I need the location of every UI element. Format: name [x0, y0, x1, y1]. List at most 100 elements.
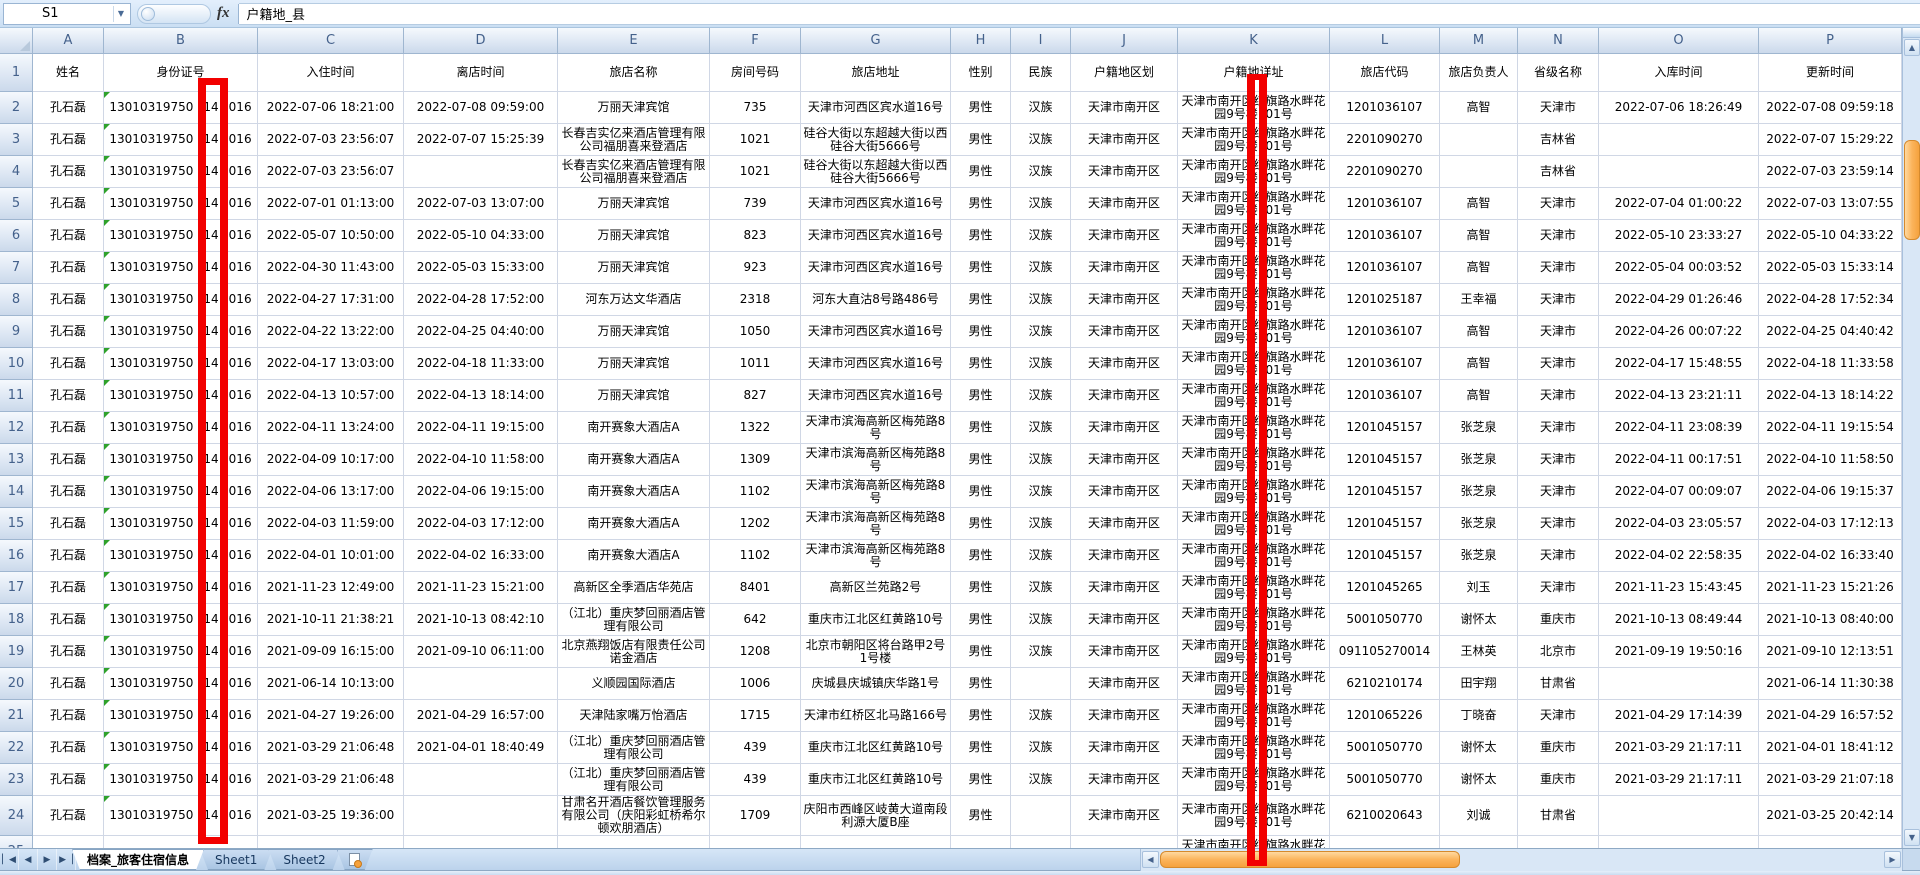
cell-C12[interactable]: 2022-04-11 13:24:00 [258, 412, 404, 444]
cell-M19[interactable]: 王林英 [1440, 636, 1518, 668]
cell-A20[interactable]: 孔石磊 [33, 668, 104, 700]
cell-C15[interactable]: 2022-04-03 11:59:00 [258, 508, 404, 540]
cell-A21[interactable]: 孔石磊 [33, 700, 104, 732]
column-header-K[interactable]: K [1178, 28, 1330, 54]
column-header-J[interactable]: J [1071, 28, 1178, 54]
column-header-H[interactable]: H [951, 28, 1011, 54]
cell-N19[interactable]: 北京市 [1518, 636, 1599, 668]
cell-J3[interactable]: 天津市南开区 [1071, 124, 1178, 156]
cell-A16[interactable]: 孔石磊 [33, 540, 104, 572]
tab-nav-last-icon[interactable]: ▶▕ [57, 849, 76, 870]
cell-D5[interactable]: 2022-07-03 13:07:00 [404, 188, 558, 220]
cell-I3[interactable]: 汉族 [1011, 124, 1071, 156]
cell-P2[interactable]: 2022-07-08 09:59:18 [1759, 92, 1902, 124]
cell-N3[interactable]: 吉林省 [1518, 124, 1599, 156]
cell-D10[interactable]: 2022-04-18 11:33:00 [404, 348, 558, 380]
cell-M2[interactable]: 高智 [1440, 92, 1518, 124]
cell-C7[interactable]: 2022-04-30 11:43:00 [258, 252, 404, 284]
cell-I5[interactable]: 汉族 [1011, 188, 1071, 220]
cell-I10[interactable]: 汉族 [1011, 348, 1071, 380]
cell-L14[interactable]: 1201045157 [1330, 476, 1440, 508]
cell-O14[interactable]: 2022-04-07 00:09:07 [1599, 476, 1759, 508]
cell-C24[interactable]: 2021-03-25 19:36:00 [258, 796, 404, 836]
cell-I1[interactable]: 民族 [1011, 54, 1071, 92]
column-header-B[interactable]: B [104, 28, 258, 54]
cell-P9[interactable]: 2022-04-25 04:40:42 [1759, 316, 1902, 348]
cell-E22[interactable]: （江北）重庆梦回丽酒店管理有限公司 [558, 732, 710, 764]
column-header-D[interactable]: D [404, 28, 558, 54]
cell-H3[interactable]: 男性 [951, 124, 1011, 156]
cell-E9[interactable]: 万丽天津宾馆 [558, 316, 710, 348]
row-header-19[interactable]: 19 [0, 636, 33, 668]
cell-L21[interactable]: 1201065226 [1330, 700, 1440, 732]
column-header-G[interactable]: G [801, 28, 951, 54]
cell-M14[interactable]: 张芝泉 [1440, 476, 1518, 508]
cell-A24[interactable]: 孔石磊 [33, 796, 104, 836]
cell-C18[interactable]: 2021-10-11 21:38:21 [258, 604, 404, 636]
cell-N21[interactable]: 天津市 [1518, 700, 1599, 732]
cell-N9[interactable]: 天津市 [1518, 316, 1599, 348]
cell-D21[interactable]: 2021-04-29 16:57:00 [404, 700, 558, 732]
cell-B4[interactable]: 13010319750 14 016 [104, 156, 258, 188]
cell-H4[interactable]: 男性 [951, 156, 1011, 188]
cell-F11[interactable]: 827 [710, 380, 801, 412]
cell-B12[interactable]: 13010319750 14 016 [104, 412, 258, 444]
cell-F24[interactable]: 1709 [710, 796, 801, 836]
cell-G5[interactable]: 天津市河西区宾水道16号 [801, 188, 951, 220]
cell-G11[interactable]: 天津市河西区宾水道16号 [801, 380, 951, 412]
cell-O21[interactable]: 2021-04-29 17:14:39 [1599, 700, 1759, 732]
cell-A1[interactable]: 姓名 [33, 54, 104, 92]
cell-L19[interactable]: 091105270014 [1330, 636, 1440, 668]
column-header-F[interactable]: F [710, 28, 801, 54]
row-header-21[interactable]: 21 [0, 700, 33, 732]
cell-L11[interactable]: 1201036107 [1330, 380, 1440, 412]
horizontal-scrollbar[interactable]: ◀ ▶ [1140, 849, 1902, 871]
cell-N1[interactable]: 省级名称 [1518, 54, 1599, 92]
cell-G17[interactable]: 高新区兰苑路2号 [801, 572, 951, 604]
cell-E20[interactable]: 义顺园国际酒店 [558, 668, 710, 700]
row-header-3[interactable]: 3 [0, 124, 33, 156]
cell-N5[interactable]: 天津市 [1518, 188, 1599, 220]
cell-O17[interactable]: 2021-11-23 15:43:45 [1599, 572, 1759, 604]
column-header-I[interactable]: I [1011, 28, 1071, 54]
cell-I15[interactable]: 汉族 [1011, 508, 1071, 540]
cell-D15[interactable]: 2022-04-03 17:12:00 [404, 508, 558, 540]
cell-N18[interactable]: 重庆市 [1518, 604, 1599, 636]
cell-J4[interactable]: 天津市南开区 [1071, 156, 1178, 188]
cell-A8[interactable]: 孔石磊 [33, 284, 104, 316]
cell-M3[interactable] [1440, 124, 1518, 156]
cell-J1[interactable]: 户籍地区划 [1071, 54, 1178, 92]
cell-M7[interactable]: 高智 [1440, 252, 1518, 284]
cell-F4[interactable]: 1021 [710, 156, 801, 188]
cell-F6[interactable]: 823 [710, 220, 801, 252]
cell-F7[interactable]: 923 [710, 252, 801, 284]
cell-J14[interactable]: 天津市南开区 [1071, 476, 1178, 508]
cell-B17[interactable]: 13010319750 14 016 [104, 572, 258, 604]
cell-I19[interactable]: 汉族 [1011, 636, 1071, 668]
cell-P18[interactable]: 2021-10-13 08:40:00 [1759, 604, 1902, 636]
cell-E11[interactable]: 万丽天津宾馆 [558, 380, 710, 412]
cell-O8[interactable]: 2022-04-29 01:26:46 [1599, 284, 1759, 316]
cell-B10[interactable]: 13010319750 14 016 [104, 348, 258, 380]
horizontal-scroll-thumb[interactable] [1160, 851, 1460, 868]
cell-I20[interactable] [1011, 668, 1071, 700]
cell-D22[interactable]: 2021-04-01 18:40:49 [404, 732, 558, 764]
cell-D6[interactable]: 2022-05-10 04:33:00 [404, 220, 558, 252]
cell-H6[interactable]: 男性 [951, 220, 1011, 252]
cell-I22[interactable]: 汉族 [1011, 732, 1071, 764]
cell-A6[interactable]: 孔石磊 [33, 220, 104, 252]
cell-G13[interactable]: 天津市滨海高新区梅苑路8号 [801, 444, 951, 476]
cell-D18[interactable]: 2021-10-13 08:42:10 [404, 604, 558, 636]
cell-F9[interactable]: 1050 [710, 316, 801, 348]
column-header-C[interactable]: C [258, 28, 404, 54]
cell-H19[interactable]: 男性 [951, 636, 1011, 668]
cell-D8[interactable]: 2022-04-28 17:52:00 [404, 284, 558, 316]
cell-G9[interactable]: 天津市河西区宾水道16号 [801, 316, 951, 348]
cell-H14[interactable]: 男性 [951, 476, 1011, 508]
cell-G4[interactable]: 硅谷大街以东超越大街以西硅谷大街5666号 [801, 156, 951, 188]
cell-E5[interactable]: 万丽天津宾馆 [558, 188, 710, 220]
cell-G24[interactable]: 庆阳市西峰区岐黄大道南段利源大厦B座 [801, 796, 951, 836]
cell-A3[interactable]: 孔石磊 [33, 124, 104, 156]
cell-O2[interactable]: 2022-07-06 18:26:49 [1599, 92, 1759, 124]
row-header-22[interactable]: 22 [0, 732, 33, 764]
